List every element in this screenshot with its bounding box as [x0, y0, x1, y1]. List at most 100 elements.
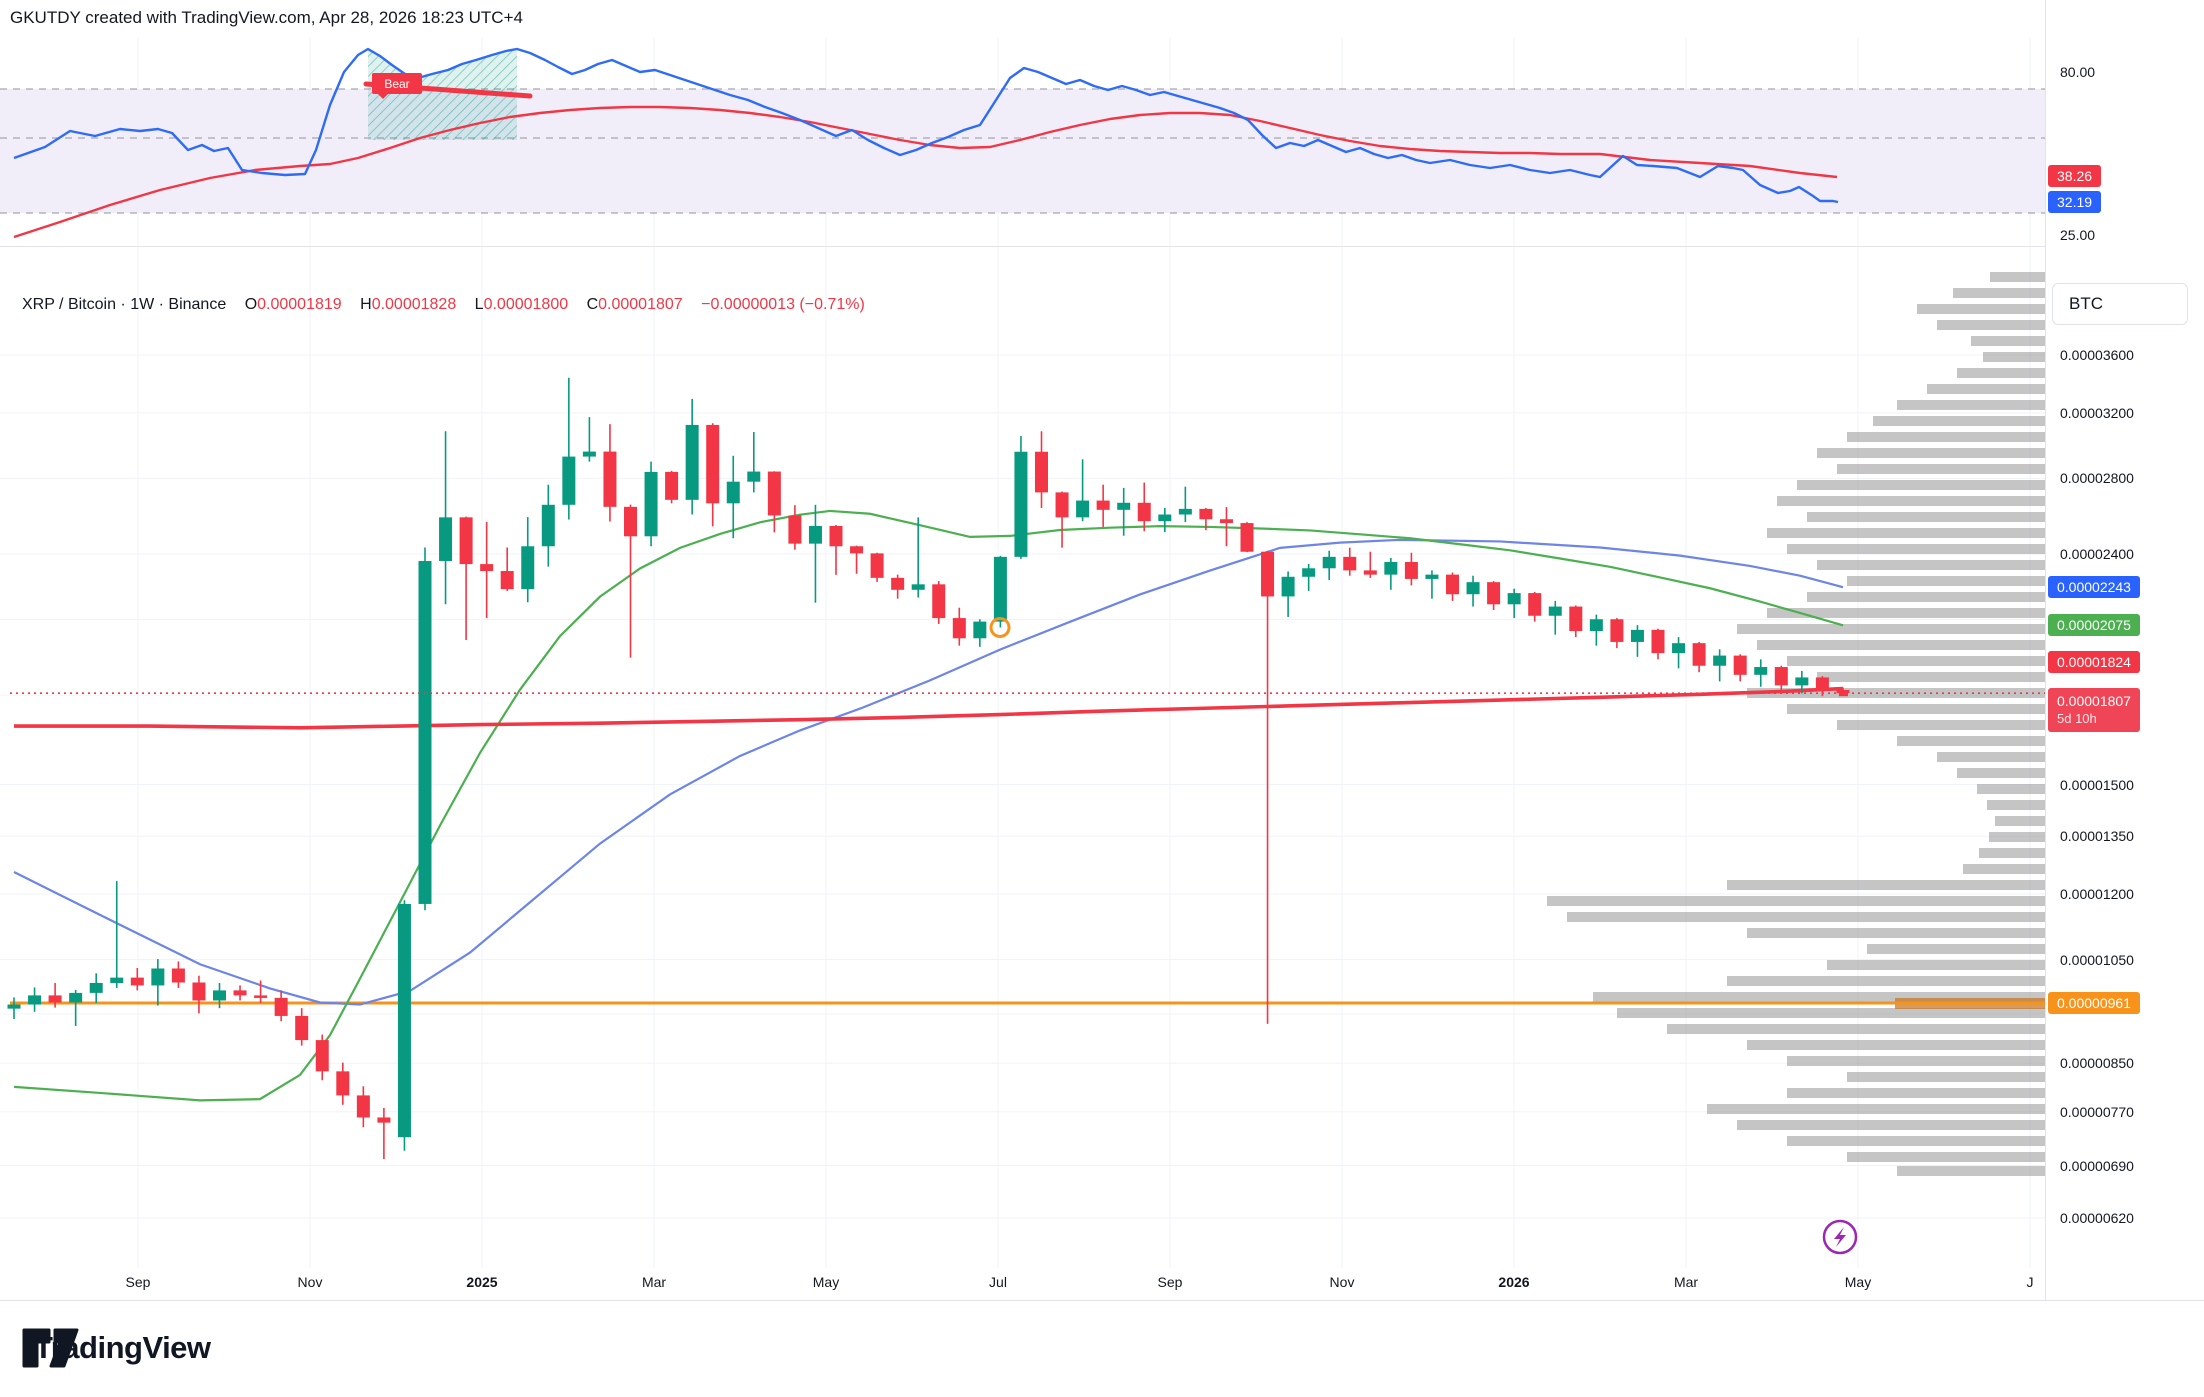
indicator-pane[interactable] [0, 38, 2045, 246]
last-price-value: 0.00001807 [2057, 693, 2131, 709]
volume-profile-bar [1971, 336, 2045, 346]
volume-profile-bar [1983, 352, 2045, 362]
candle-body [418, 560, 432, 904]
candle-body [1014, 451, 1028, 557]
candle-body [1754, 667, 1768, 675]
candle-body [829, 525, 843, 547]
candle-body [541, 504, 555, 547]
candle-body [1548, 606, 1562, 616]
candle-body [706, 424, 720, 504]
time-tick-label: 2026 [1498, 1274, 1530, 1290]
volume-profile-bar [1867, 944, 2045, 954]
high-value: 0.00001828 [371, 296, 457, 313]
time-tick-label: Mar [641, 1274, 667, 1290]
symbol-title[interactable]: XRP / Bitcoin · 1W · Binance [22, 296, 227, 313]
candle-body [1343, 556, 1357, 571]
price-tick-label: 0.00002400 [2060, 545, 2134, 562]
candle-body [295, 1015, 309, 1041]
candle-body [1076, 500, 1090, 518]
candle-body [932, 584, 946, 619]
rsi-signal-badge: 38.26 [2048, 165, 2102, 187]
candle-body [1240, 523, 1254, 552]
candle-body [1528, 593, 1542, 616]
chart-bottom-border [0, 1300, 2204, 1301]
volume-profile-bar [1837, 464, 2045, 474]
volume-profile-bar [1737, 1120, 2045, 1130]
candle-body [315, 1040, 329, 1072]
volume-profile-bar [1937, 752, 2045, 762]
price-tick-label: 0.00001500 [2060, 776, 2134, 793]
candle-body [1302, 568, 1316, 577]
volume-profile-bar [1593, 992, 2045, 1002]
volume-profile-bar [1667, 1024, 2045, 1034]
volume-profile-bar [1837, 720, 2045, 730]
candle-body [1137, 502, 1151, 522]
low-value: 0.00001800 [483, 296, 569, 313]
candle-body [1281, 576, 1295, 597]
candle-body [151, 968, 165, 986]
time-tick-label: Nov [1329, 1274, 1355, 1290]
volume-profile-bar [1707, 1104, 2045, 1114]
tradingview-logo[interactable]: TradingView [22, 1328, 211, 1368]
volume-profile-bar [1897, 400, 2045, 410]
last-bar-marker [1838, 690, 1848, 697]
close-label: C [586, 296, 599, 313]
ma-red-line[interactable] [14, 686, 1844, 730]
candle-body [1589, 619, 1603, 632]
candle-body [377, 1117, 391, 1123]
candle-body [397, 903, 411, 1138]
candle-body [952, 618, 966, 639]
volume-profile-bar [1817, 672, 2045, 682]
currency-toggle-button[interactable]: BTC [2052, 283, 2188, 325]
volume-profile-bar [1817, 560, 2045, 570]
candle-body [1055, 492, 1069, 518]
volume-profile-bar [1827, 960, 2045, 970]
candle-body [891, 577, 905, 590]
main-chart-pane[interactable] [0, 246, 2045, 1268]
candle-body [1569, 606, 1583, 632]
time-tick-label: Sep [125, 1274, 151, 1290]
candle-body [1261, 551, 1275, 597]
candle-body [1672, 643, 1686, 654]
candle-body [1815, 677, 1829, 691]
volume-profile-bar [1727, 976, 2045, 986]
bar-countdown: 5d 10h [2057, 711, 2097, 726]
price-tick-label: 0.00002800 [2060, 470, 2134, 487]
ma-blue-line[interactable] [13, 538, 1844, 1006]
candle-body [1651, 629, 1665, 654]
volume-profile-bar [1957, 768, 2045, 778]
candle-body [747, 471, 761, 482]
candle-body [1774, 667, 1788, 686]
ma-green-line[interactable] [13, 509, 1844, 1102]
candle-body [480, 564, 494, 572]
candle-body [521, 546, 535, 590]
bear-divergence-label: Bear [372, 73, 422, 99]
volume-profile-bar [1937, 320, 2045, 330]
price-tick-label: 0.00001200 [2060, 886, 2134, 903]
event-circle-marker[interactable] [989, 616, 1011, 638]
candle-body [192, 982, 206, 1001]
candle-body [973, 621, 987, 639]
price-axis-border [2045, 0, 2046, 1300]
volume-profile-bar [1567, 912, 2045, 922]
candle-body [1158, 514, 1172, 522]
rsi-scale-high: 80.00 [2060, 64, 2096, 80]
price-tick-label: 0.00000690 [2060, 1157, 2134, 1174]
credit-text: GKUTDY created with TradingView.com, Apr… [10, 8, 523, 27]
volume-profile-bar [1847, 1152, 2045, 1162]
time-axis[interactable]: Sep Nov 2025 Mar May Jul Sep Nov 2026 Mar May J [0, 1268, 2045, 1300]
pane-divider[interactable] [0, 246, 2204, 247]
candle-body [213, 990, 226, 1001]
volume-profile-bar [1787, 544, 2045, 554]
candle-body [1692, 643, 1706, 666]
candle-body [1384, 562, 1398, 575]
candle-body [644, 471, 658, 537]
candle-body [1117, 502, 1131, 510]
rsi-line[interactable] [13, 47, 1839, 204]
candle-body [624, 506, 637, 537]
candle-body [48, 995, 62, 1003]
volume-profile-bar [1787, 656, 2045, 666]
candle-body [603, 451, 617, 507]
price-axis[interactable]: 80.00 25.00 38.26 32.19 BTC 0.00003600 0.… [2046, 0, 2204, 1300]
